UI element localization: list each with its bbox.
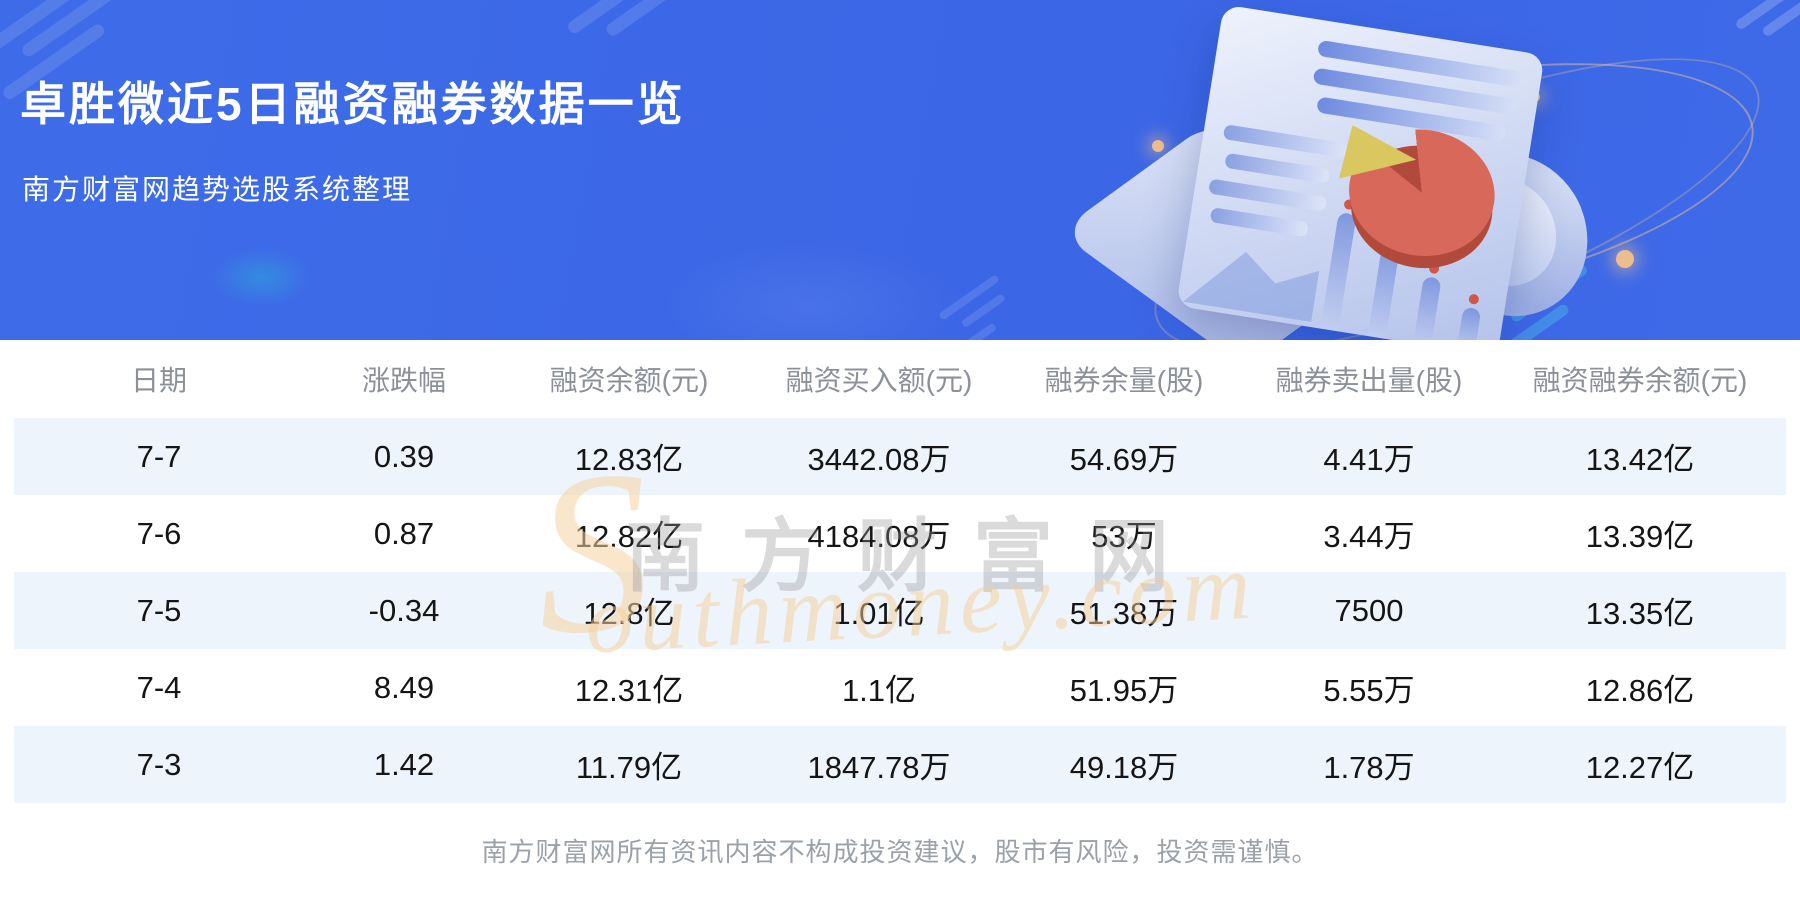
- orbit-dot-icon: [1616, 250, 1634, 268]
- decor-stripes-icon: [1734, 0, 1800, 48]
- table-row: 7-7 0.39 12.83亿 3442.08万 54.69万 4.41万 13…: [14, 418, 1786, 495]
- pie-chart-icon: [1338, 119, 1508, 281]
- cell-financing-buy: 1.01亿: [833, 596, 925, 631]
- table-body: 7-7 0.39 12.83亿 3442.08万 54.69万 4.41万 13…: [14, 418, 1786, 803]
- decor-blob: [660, 240, 960, 340]
- column-header-change-pct: 涨跌幅: [361, 365, 446, 396]
- cell-securities-balance: 53万: [1091, 519, 1157, 554]
- column-header-financing-balance: 融资余额(元): [549, 365, 709, 396]
- cell-change-pct: 0.39: [373, 438, 435, 474]
- cell-securities-sold: 1.78万: [1323, 750, 1415, 785]
- cell-total-balance: 13.42亿: [1585, 442, 1695, 477]
- column-header-date: 日期: [130, 365, 187, 396]
- cell-date: 7-6: [136, 515, 182, 551]
- page-subtitle: 南方财富网趋势选股系统整理: [22, 174, 413, 205]
- cell-securities-sold: 7500: [1334, 592, 1404, 628]
- disclaimer-text: 南方财富网所有资讯内容不构成投资建议，股市有风险，投资需谨慎。: [481, 837, 1319, 867]
- decor-blob: [212, 248, 312, 306]
- cell-securities-balance: 51.38万: [1069, 596, 1179, 631]
- cell-securities-sold: 4.41万: [1323, 442, 1415, 477]
- table-row: 7-3 1.42 11.79亿 1847.78万 49.18万 1.78万 12…: [14, 726, 1786, 803]
- table-row: 7-4 8.49 12.31亿 1.1亿 51.95万 5.55万 12.86亿: [14, 649, 1786, 726]
- cell-date: 7-3: [136, 746, 182, 782]
- cell-total-balance: 13.35亿: [1585, 596, 1695, 631]
- cell-financing-buy: 4184.08万: [807, 519, 951, 554]
- document-illustration: [1176, 4, 1545, 340]
- table-row: 7-6 0.87 12.82亿 4184.08万 53万 3.44万 13.39…: [14, 495, 1786, 572]
- cell-total-balance: 12.86亿: [1585, 673, 1695, 708]
- cell-change-pct: 1.42: [373, 746, 435, 782]
- cell-financing-balance: 12.31亿: [574, 673, 684, 708]
- cell-financing-balance: 12.82亿: [574, 519, 684, 554]
- column-header-securities-sold: 融券卖出量(股): [1275, 365, 1463, 396]
- cell-financing-balance: 12.83亿: [574, 442, 684, 477]
- text-line-icon: [1224, 152, 1331, 184]
- cell-change-pct: 8.49: [373, 669, 435, 705]
- cell-date: 7-7: [136, 438, 182, 474]
- table-header-row: 日期 涨跌幅 融资余额(元) 融资买入额(元) 融券余量(股) 融券卖出量(股)…: [14, 340, 1786, 418]
- orbit-dot-icon: [1152, 140, 1164, 152]
- cell-financing-balance: 11.79亿: [575, 750, 683, 785]
- cell-securities-balance: 49.18万: [1069, 750, 1179, 785]
- cell-date: 7-5: [136, 592, 182, 628]
- column-header-securities-balance: 融券余量(股): [1044, 365, 1204, 396]
- cell-change-pct: 0.87: [373, 515, 435, 551]
- page-title: 卓胜微近5日融资融券数据一览: [20, 78, 686, 130]
- cell-total-balance: 13.39亿: [1585, 519, 1695, 554]
- cell-financing-balance: 12.8亿: [583, 596, 675, 631]
- cell-securities-sold: 5.55万: [1323, 673, 1415, 708]
- cell-change-pct: -0.34: [368, 592, 440, 628]
- column-header-total-balance: 融资融券余额(元): [1532, 365, 1748, 396]
- text-line-icon: [1222, 124, 1349, 159]
- cell-date: 7-4: [136, 669, 182, 705]
- text-line-icon: [1209, 207, 1309, 238]
- cell-securities-sold: 3.44万: [1323, 519, 1415, 554]
- cell-securities-balance: 54.69万: [1069, 442, 1179, 477]
- cell-financing-buy: 1.1亿: [841, 673, 917, 708]
- area-chart-icon: [1183, 231, 1323, 322]
- column-header-financing-buy: 融资买入额(元): [785, 365, 973, 396]
- cell-financing-buy: 1847.78万: [807, 750, 951, 785]
- cell-financing-buy: 3442.08万: [807, 442, 951, 477]
- table-row: 7-5 -0.34 12.8亿 1.01亿 51.38万 7500 13.35亿: [14, 572, 1786, 649]
- header-banner: 卓胜微近5日融资融券数据一览 南方财富网趋势选股系统整理: [0, 0, 1800, 340]
- cell-securities-balance: 51.95万: [1069, 673, 1179, 708]
- decor-stripes-icon: [565, 0, 735, 55]
- cell-total-balance: 12.27亿: [1585, 750, 1695, 785]
- text-line-icon: [1208, 178, 1328, 212]
